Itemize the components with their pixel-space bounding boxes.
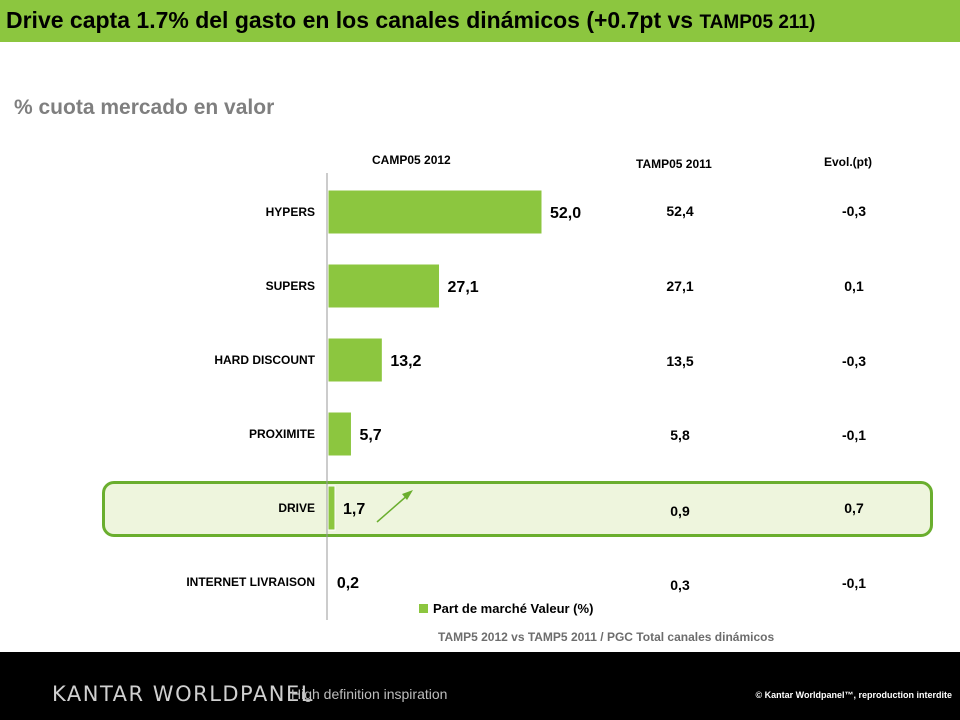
copyright: © Kantar Worldpanel™, reproduction inter… [755,690,952,700]
legend-label: Part de marché Valeur (%) [433,601,593,616]
bar-value-label: 1,7 [343,501,365,518]
evolution-value: 0,1 [844,278,864,294]
kantar-logo: KANTAR WORLDPANEL [52,682,314,706]
previous-share-value: 5,8 [670,427,690,443]
bar-proximite [327,411,352,457]
category-label: PROXIMITE [249,427,315,441]
bar-value-label: 13,2 [390,353,421,370]
bar-value-label: 27,1 [448,279,479,296]
evolution-value: -0,1 [841,575,867,591]
chart-legend: Part de marché Valeur (%) [419,601,593,616]
footer-bar: KANTAR WORLDPANEL High definition inspir… [0,652,960,720]
bar-value-label: 0,2 [337,575,359,592]
category-label: HYPERS [266,205,315,219]
page-title-tail: TAMP05 211) [699,12,816,33]
market-share-bar-chart: HYPERS 52,0 SUPERS 27,1 HARD DISCOUNT 13,2 PRO… [186,173,593,620]
evolution-value: -0,1 [841,427,867,443]
bar-value-label: 5,7 [359,427,381,444]
header-evolution: Evol.(pt) [824,155,872,169]
previous-share-value: 0,9 [670,503,690,519]
previous-share-value: 27,1 [666,278,694,294]
title-bar: Drive capta 1.7% del gasto en los canale… [0,0,960,42]
category-label: INTERNET LIVRAISON [186,575,315,589]
previous-share-value: 0,3 [670,577,690,593]
trend-arrow-icon [376,490,413,523]
category-label: HARD DISCOUNT [214,353,315,367]
footnote: TAMP5 2012 vs TAMP5 2011 / PGC Total can… [438,630,775,644]
legend-swatch [419,604,428,613]
header-current-period: CAMP05 2012 [372,153,451,167]
category-label: SUPERS [266,279,315,293]
chart-subtitle: % cuota mercado en valor [14,96,275,119]
bar-hard-discount [327,337,383,383]
page-title-main: Drive capta 1.7% del gasto en los canale… [6,7,700,33]
bar-drive [327,485,336,531]
evolution-value: -0,3 [841,353,867,369]
evolution-value: 0,7 [844,500,864,516]
previous-share-value: 13,5 [666,353,694,369]
tagline: High definition inspiration [291,686,448,702]
bar-hypers [327,189,543,235]
category-label: DRIVE [278,501,315,515]
header-previous-period: TAMP05 2011 [636,157,712,171]
bar-internet-livraison [327,559,330,605]
previous-share-value: 52,4 [666,203,694,219]
bar-supers [327,263,441,309]
bar-value-label: 52,0 [550,205,581,222]
evolution-value: -0,3 [841,203,867,219]
drive-highlight-box [102,481,933,537]
page-title: Drive capta 1.7% del gasto en los canale… [6,7,815,34]
